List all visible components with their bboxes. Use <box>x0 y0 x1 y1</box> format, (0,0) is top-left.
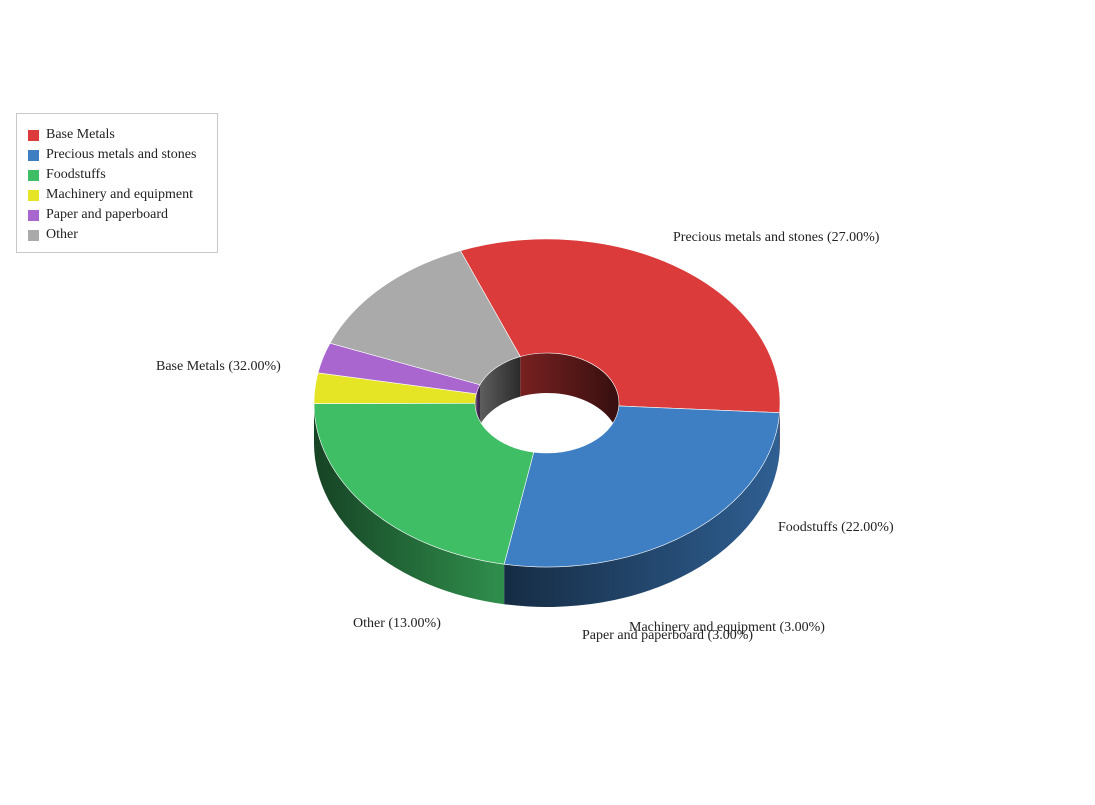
legend-label: Paper and paperboard <box>46 207 169 222</box>
chart-legend: Base Metals Precious metals and stones F… <box>16 113 218 253</box>
donut-top-faces <box>313 238 781 568</box>
slice-label-other: Other (13.00%) <box>353 616 441 631</box>
slice-base-metals[interactable] <box>460 238 781 414</box>
slice-label-machinery-and-equipment: Machinery and equipment (3.00%) <box>629 620 825 635</box>
legend-item-base-metals[interactable]: Base Metals <box>28 126 115 144</box>
legend-swatch <box>28 229 39 241</box>
legend-label: Base Metals <box>46 127 115 142</box>
inner-wall-other <box>479 356 521 425</box>
legend-swatch <box>28 169 39 181</box>
legend-item-precious-metals[interactable]: Precious metals and stones <box>28 146 196 164</box>
donut-side-walls <box>314 352 780 607</box>
legend-swatch <box>28 189 39 201</box>
legend-item-foodstuffs[interactable]: Foodstuffs <box>28 166 106 184</box>
legend-swatch <box>28 149 39 161</box>
slice-other[interactable] <box>329 250 521 386</box>
slice-label-foodstuffs: Foodstuffs (22.00%) <box>778 520 894 535</box>
legend-item-machinery[interactable]: Machinery and equipment <box>28 186 193 204</box>
slice-labels: Base Metals (32.00%) Precious metals and … <box>156 230 894 643</box>
legend-label: Foodstuffs <box>46 167 106 182</box>
outer-wall-foodstuffs <box>314 403 505 605</box>
legend-item-other[interactable]: Other <box>28 226 78 244</box>
slice-label-paper-and-paperboard: Paper and paperboard (3.00%) <box>582 628 753 643</box>
legend-label: Machinery and equipment <box>46 187 193 202</box>
slice-label-precious-metals-and-stones: Precious metals and stones (27.00%) <box>673 230 880 245</box>
slice-precious-metals-and-stones[interactable] <box>503 405 780 568</box>
legend-swatch <box>28 129 39 141</box>
slice-label-base-metals: Base Metals (32.00%) <box>156 359 281 374</box>
slice-foodstuffs[interactable] <box>313 402 535 565</box>
legend-label: Other <box>46 227 78 242</box>
legend-swatch <box>28 209 39 221</box>
inner-wall-base-metals <box>520 352 619 443</box>
legend-label: Precious metals and stones <box>46 147 197 162</box>
legend-item-paper[interactable]: Paper and paperboard <box>28 206 168 224</box>
outer-wall-precious-metals-and-stones <box>504 412 780 607</box>
